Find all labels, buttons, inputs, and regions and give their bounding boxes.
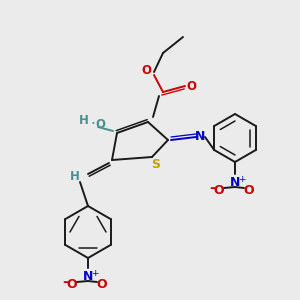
Text: S: S [152, 158, 160, 170]
Text: O: O [141, 64, 151, 76]
Text: O: O [97, 278, 107, 292]
Text: -: - [209, 181, 215, 195]
Text: -: - [62, 275, 68, 289]
Text: O: O [244, 184, 254, 197]
Text: H: H [70, 169, 80, 182]
Text: N: N [83, 269, 93, 283]
Text: ·: · [91, 116, 95, 131]
Text: O: O [186, 80, 196, 92]
Text: +: + [91, 268, 99, 278]
Text: H: H [79, 115, 89, 128]
Text: N: N [230, 176, 240, 188]
Text: O: O [214, 184, 224, 197]
Text: +: + [238, 175, 246, 184]
Text: O: O [95, 118, 105, 130]
Text: O: O [67, 278, 77, 292]
Text: N: N [195, 130, 205, 143]
